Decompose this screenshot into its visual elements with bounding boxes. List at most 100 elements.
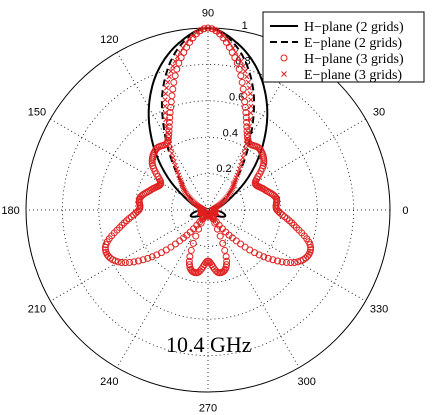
data-point [164,134,172,142]
data-point [290,258,298,266]
grid-spoke [50,118,366,302]
data-point [164,85,170,91]
legend-label: E−plane (2 grids) [304,36,402,51]
angle-tick-label: 300 [298,376,316,388]
angle-tick-labels: 0306090120150180210240270300330 [1,8,408,415]
data-point [171,72,179,80]
data-point [209,207,215,213]
data-point [102,241,110,249]
data-point [192,232,200,240]
data-point [274,257,282,265]
data-point [165,79,171,85]
radial-tick-label: 0.2 [216,163,231,175]
angle-tick-label: 240 [100,376,118,388]
data-point [211,219,219,227]
data-point [171,240,179,248]
data-point [197,219,205,227]
grid-spoke [50,118,366,302]
data-point [172,58,178,64]
data-point [248,103,254,109]
data-point [236,166,243,172]
data-point [168,146,174,152]
data-point [163,91,169,97]
data-point [163,117,169,123]
data-point [167,141,173,147]
data-point [217,30,223,36]
data-point [123,217,131,225]
data-point [290,221,298,229]
data-point [245,129,251,136]
data-point [173,65,181,73]
data-point [164,123,170,129]
data-point [240,155,246,161]
radial-tick-label: 0.4 [223,127,238,139]
data-point [195,225,203,233]
data-point [170,155,176,161]
data-point [248,110,254,116]
data-point [229,185,236,192]
data-point [180,45,186,51]
data-point [162,97,168,103]
data-point [187,246,195,254]
data-point [238,58,244,64]
data-point [237,72,245,80]
data-point [238,78,246,86]
data-point [186,253,194,261]
data-point [220,267,228,275]
data-point [121,259,129,267]
data-point [186,37,192,43]
data-point [307,246,315,254]
data-point [221,246,229,254]
data-point [148,157,156,165]
data-point [167,103,175,111]
data-point [134,257,142,265]
data-point [168,92,176,100]
data-point [223,261,231,269]
data-point [235,65,243,73]
data-point [292,224,300,232]
data-point [235,169,241,175]
data-point [118,258,126,266]
data-point [132,209,140,217]
data-point [179,182,185,188]
grid-spoke [116,52,300,368]
data-point [169,85,177,93]
angle-tick-label: 180 [1,205,19,217]
angle-tick-label: 120 [100,34,118,46]
data-point [242,109,250,117]
angle-tick-label: 210 [28,304,46,316]
angle-tick-label: 0 [402,205,408,217]
data-point [144,254,152,262]
data-point [231,182,237,188]
data-point [165,118,173,126]
data-point [183,41,189,47]
series-layer [101,24,315,277]
radial-tick-label: 1 [242,20,248,32]
data-point [118,221,126,229]
data-point [205,25,211,31]
legend-label: E−plane (3 grids) [304,68,402,83]
data-point [148,155,156,163]
data-point [148,253,156,261]
data-point [175,169,181,175]
data-point [243,141,249,147]
data-point [242,114,250,122]
data-point [101,243,109,251]
data-point [213,225,221,233]
data-point [139,256,147,264]
data-point [179,181,185,187]
legend-item: H−plane (3 grids) [280,52,404,67]
data-point [166,114,174,122]
data-point [240,92,248,100]
data-point [197,27,203,33]
data-point [244,134,252,142]
data-point [192,30,200,38]
legend-box [262,11,425,83]
data-point [239,159,245,165]
data-point [230,45,236,51]
legend-item: H−plane (2 grids) [270,20,404,35]
data-point [120,219,128,227]
angle-tick-label: 270 [199,402,217,414]
data-point [111,257,119,265]
